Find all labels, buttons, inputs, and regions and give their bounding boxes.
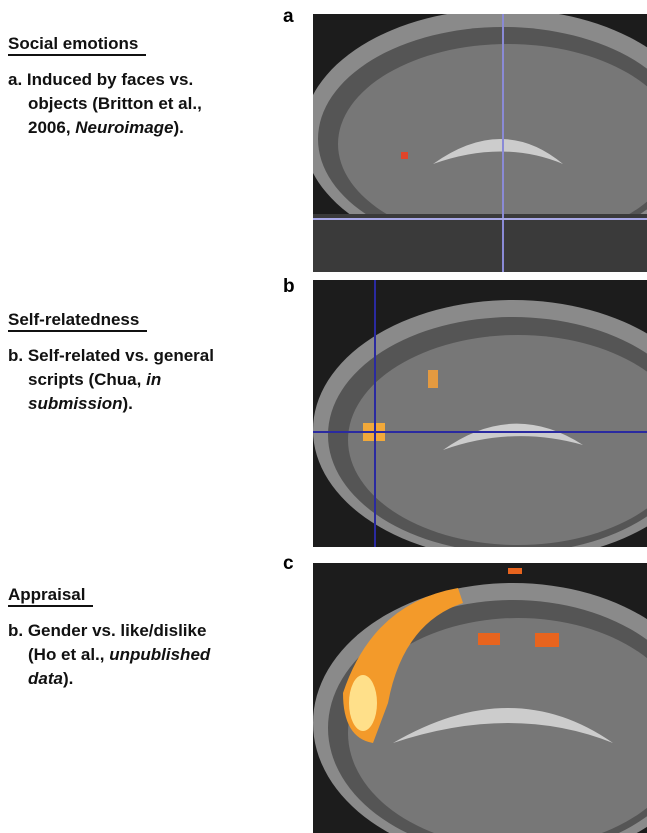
caption-text: in: [146, 370, 161, 389]
caption-line: scripts (Chua, in: [8, 368, 288, 392]
caption-text: submission: [28, 394, 122, 413]
caption-line: 2006, Neuroimage).: [8, 116, 288, 140]
caption-text: unpublished: [109, 645, 210, 664]
caption-text: b. Self-related vs. general: [8, 346, 214, 365]
caption-text: objects (Britton et al.,: [28, 94, 202, 113]
figure-page: {"panels": [ {"letter": "a", "heading": …: [0, 0, 647, 833]
caption-text: data: [28, 669, 63, 688]
heading: Self-relatedness: [8, 310, 147, 332]
panel-letter: b: [283, 276, 295, 298]
heading: Social emotions: [8, 34, 146, 56]
caption-text: b. Gender vs. like/dislike: [8, 621, 206, 640]
panel-letter: c: [283, 553, 294, 575]
brain-image-c: [313, 563, 647, 833]
caption-text: Neuroimage: [75, 118, 173, 137]
caption-line: b. Self-related vs. general: [8, 344, 288, 368]
panel-letter: a: [283, 6, 294, 28]
caption-block: Self-relatedness b. Self-related vs. gene…: [8, 310, 288, 416]
caption-text: ).: [122, 394, 132, 413]
caption-block: Appraisal b. Gender vs. like/dislike (Ho e…: [8, 585, 288, 691]
caption-line: (Ho et al., unpublished: [8, 643, 288, 667]
caption-text: ).: [63, 669, 73, 688]
caption-line: objects (Britton et al.,: [8, 92, 288, 116]
caption-text: ).: [174, 118, 184, 137]
caption-line: a. Induced by faces vs.: [8, 68, 288, 92]
caption-line: submission).: [8, 392, 288, 416]
caption-text: scripts (Chua,: [28, 370, 146, 389]
caption-text: 2006,: [28, 118, 75, 137]
caption-block: Social emotions a. Induced by faces vs. ob…: [8, 34, 288, 140]
brain-image-a: [313, 14, 647, 272]
caption-text: (Ho et al.,: [28, 645, 109, 664]
brain-image-b: [313, 280, 647, 547]
caption-line: b. Gender vs. like/dislike: [8, 619, 288, 643]
caption-text: a. Induced by faces vs.: [8, 70, 193, 89]
caption-line: data).: [8, 667, 288, 691]
heading: Appraisal: [8, 585, 93, 607]
